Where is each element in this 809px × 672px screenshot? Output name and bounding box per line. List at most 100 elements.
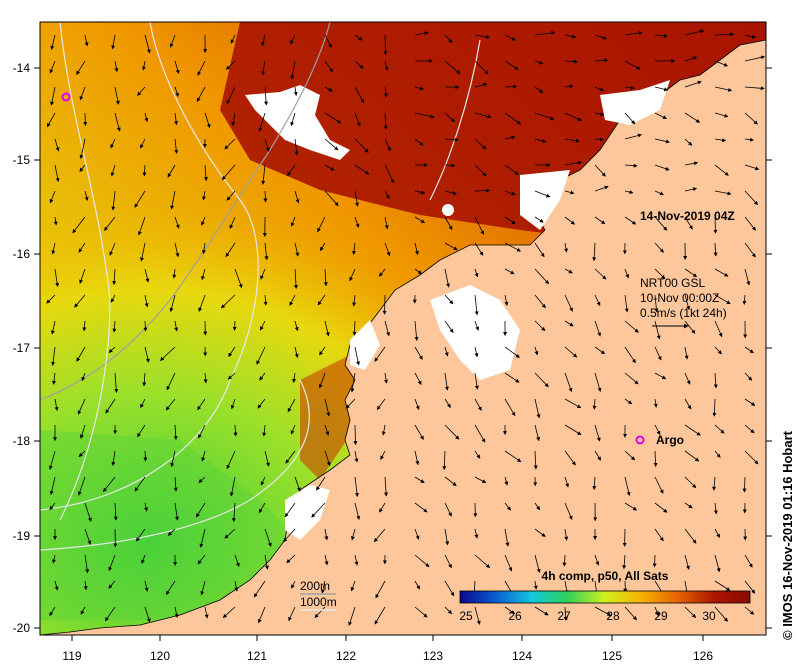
current-vector (444, 554, 452, 569)
current-vector (324, 450, 331, 467)
current-vector (77, 476, 86, 496)
current-vector (84, 190, 89, 202)
current-vector (290, 60, 296, 80)
current-vector (564, 398, 582, 409)
current-vector (414, 112, 435, 119)
current-vector (375, 580, 386, 599)
current-vector (384, 190, 390, 200)
current-vector (227, 372, 236, 380)
current-vector (444, 528, 450, 546)
current-vector (624, 31, 643, 36)
current-vector (712, 398, 717, 417)
current-vector (444, 34, 453, 43)
current-vector (354, 138, 369, 153)
current-vector (354, 34, 363, 41)
current-vector (744, 580, 756, 594)
current-vector (384, 242, 391, 257)
current-vector (653, 398, 658, 408)
current-vector (744, 242, 756, 258)
current-vector (744, 112, 758, 125)
current-vector (414, 476, 425, 483)
current-vector (311, 502, 326, 518)
current-vector (504, 372, 520, 383)
current-vector (383, 34, 388, 56)
contour-1000m-2 (429, 39, 481, 201)
current-vector (264, 450, 270, 467)
current-vector (140, 138, 146, 149)
current-vector (204, 112, 211, 129)
current-vector (714, 580, 731, 591)
current-vector (594, 606, 612, 616)
current-vector (444, 137, 459, 142)
current-vector (262, 424, 267, 437)
current-vector (414, 86, 424, 91)
current-vector (105, 606, 116, 622)
current-vector (594, 86, 604, 92)
current-vector (414, 502, 428, 513)
current-vector (345, 398, 356, 409)
current-vector (564, 424, 582, 435)
current-vector (654, 476, 664, 494)
current-vector (284, 502, 296, 518)
current-vector (474, 34, 491, 39)
current-vector (144, 294, 149, 308)
current-vector (102, 476, 116, 493)
current-vector (624, 372, 639, 385)
current-vector (624, 476, 631, 497)
current-vector (744, 398, 756, 406)
current-vector (444, 372, 449, 391)
current-vector (534, 528, 546, 537)
current-vector (714, 268, 729, 277)
current-vector (220, 294, 236, 309)
current-vector (714, 424, 725, 434)
current-vector (414, 424, 424, 440)
current-vector (534, 372, 549, 388)
nodata-patch-7 (442, 204, 454, 216)
current-vector (49, 502, 56, 511)
current-vector (144, 606, 151, 623)
current-vector (174, 112, 179, 126)
current-vector (654, 112, 667, 119)
current-vector (111, 34, 116, 50)
current-vector (534, 424, 541, 442)
current-vector (654, 268, 666, 280)
current-vector (144, 502, 149, 512)
current-vector (594, 112, 605, 117)
current-vector (225, 242, 236, 258)
current-vector (744, 164, 760, 171)
current-vector (414, 398, 420, 411)
current-vector (474, 138, 487, 150)
current-vector (201, 216, 206, 226)
current-vector (257, 606, 266, 624)
current-vector (534, 242, 545, 258)
current-vector (169, 294, 176, 313)
current-vector (348, 606, 356, 626)
current-vector (474, 528, 479, 539)
current-vector (134, 476, 146, 492)
current-vector (414, 268, 423, 275)
current-vector (384, 476, 389, 497)
argo-float-marker[interactable] (61, 92, 71, 102)
current-vector (684, 528, 697, 544)
current-vector (654, 320, 661, 340)
colorbar-tick-label: 25 (459, 609, 473, 623)
current-vector (684, 112, 701, 123)
current-vector (222, 606, 236, 619)
current-vector (684, 80, 702, 88)
current-vector (226, 86, 236, 105)
current-vector (444, 242, 458, 251)
current-vector (742, 476, 747, 493)
current-vector (444, 606, 453, 615)
current-vector (324, 528, 329, 541)
current-vector (504, 135, 516, 140)
current-vector (294, 138, 299, 156)
current-vector (414, 528, 420, 540)
current-vector (474, 424, 486, 443)
current-vector (264, 554, 269, 570)
current-vector (474, 372, 479, 390)
current-vector (414, 31, 429, 36)
current-vector (564, 84, 574, 89)
current-vector (444, 163, 456, 168)
current-vector (504, 606, 516, 614)
current-vector (444, 346, 449, 357)
